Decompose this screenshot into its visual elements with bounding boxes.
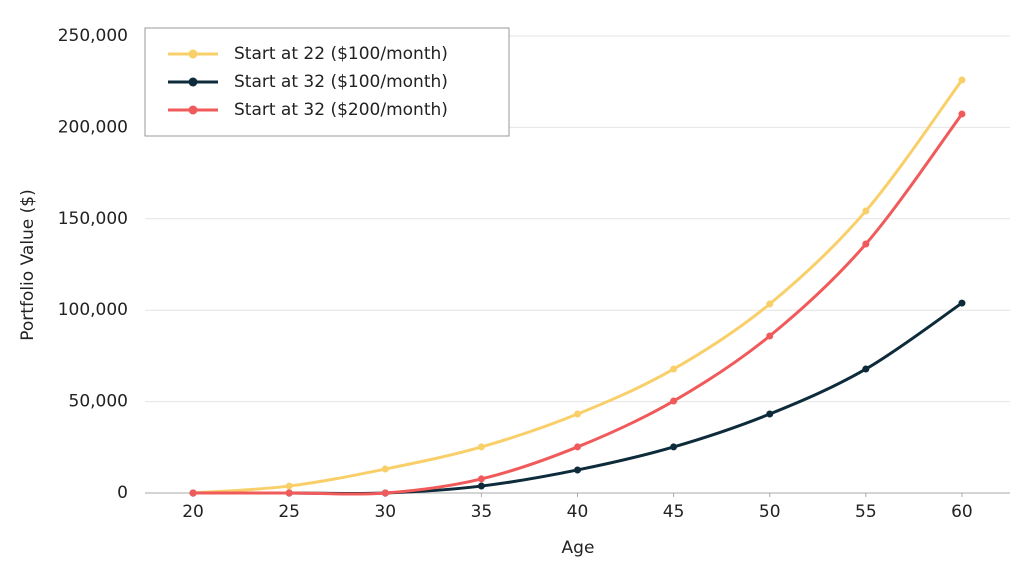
data-point (958, 299, 966, 307)
data-point (381, 465, 389, 473)
x-tick-label: 25 (278, 502, 300, 522)
x-tick-label: 60 (951, 502, 973, 522)
y-tick-label: 150,000 (58, 209, 128, 229)
data-point (766, 332, 774, 340)
x-axis-label: Age (562, 538, 595, 558)
data-point (958, 110, 966, 118)
legend-marker (188, 49, 198, 59)
data-point (189, 489, 197, 497)
data-point (670, 443, 678, 451)
y-tick-label: 100,000 (58, 300, 128, 320)
data-point (477, 443, 485, 451)
x-tick-label: 40 (567, 502, 589, 522)
data-point (285, 482, 293, 490)
data-point (285, 489, 293, 497)
x-tick-label: 55 (855, 502, 877, 522)
x-tick-label: 50 (759, 502, 781, 522)
data-point (670, 365, 678, 373)
x-tick-label: 30 (374, 502, 396, 522)
x-tick-label: 35 (471, 502, 493, 522)
series-line (193, 301, 963, 496)
series-line (192, 79, 964, 495)
data-point (862, 207, 870, 215)
data-point (574, 466, 581, 474)
data-point (670, 397, 678, 405)
data-point (381, 489, 389, 497)
data-point (477, 482, 485, 490)
data-point (766, 410, 774, 418)
legend: Start at 22 ($100/month) Start at 32 ($10… (144, 27, 510, 137)
legend-marker (188, 105, 198, 115)
data-point (574, 443, 581, 451)
x-tick-label: 20 (182, 502, 204, 522)
legend-label: Start at 22 ($100/month) (234, 44, 448, 64)
y-tick-label: 0 (117, 483, 128, 503)
x-tick-label: 45 (663, 502, 685, 522)
legend-label: Start at 32 ($100/month) (234, 72, 448, 92)
data-point (574, 410, 581, 418)
data-point (766, 300, 774, 308)
y-tick-label: 50,000 (69, 392, 128, 412)
y-tick-label: 200,000 (58, 117, 128, 137)
data-point (958, 76, 966, 84)
legend-marker (188, 77, 198, 87)
y-axis-label: Portfolio Value ($) (18, 189, 38, 341)
data-point (862, 365, 870, 373)
y-tick-label: 250,000 (58, 26, 128, 46)
series-line (193, 113, 964, 496)
data-point (862, 240, 870, 248)
legend-label: Start at 32 ($200/month) (234, 100, 448, 120)
data-point (477, 475, 485, 483)
